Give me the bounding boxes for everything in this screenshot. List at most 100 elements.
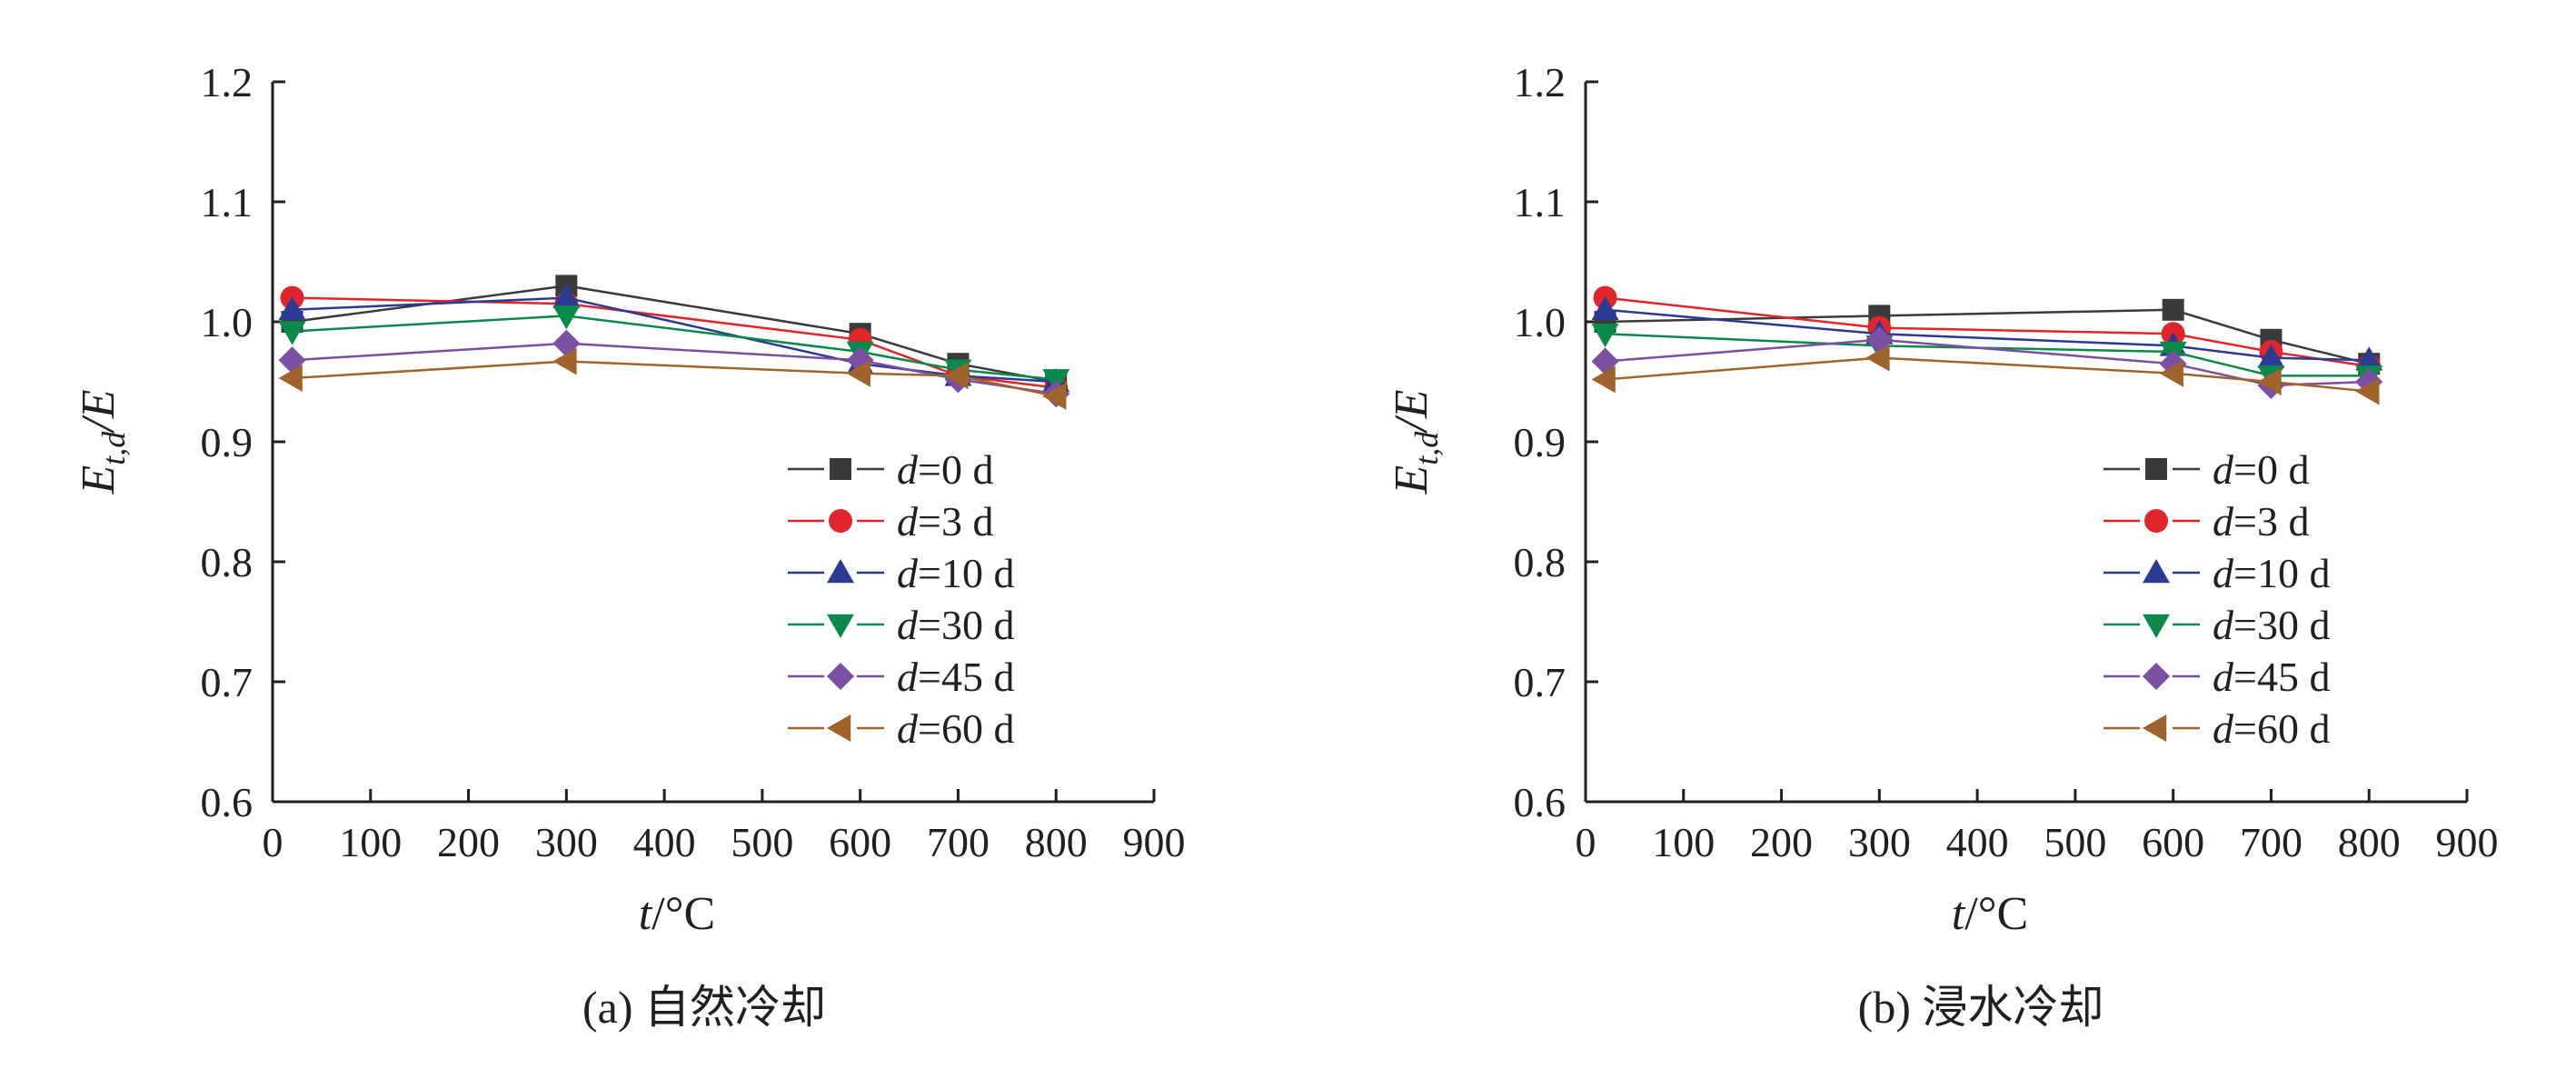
- data-point: [2355, 346, 2383, 371]
- legend-entry: d=3 d: [788, 498, 993, 544]
- x-axis-label-var: t: [1952, 888, 1966, 940]
- y-axis-label-tail: /E: [1386, 390, 1437, 435]
- y-axis-label-main: E: [73, 465, 124, 495]
- legend-marker: [827, 559, 854, 584]
- y-tick-label: 0.6: [1514, 779, 1566, 825]
- legend-entry: d=30 d: [2104, 602, 2330, 648]
- x-tick-label: 0: [1576, 819, 1596, 865]
- data-point: [552, 305, 581, 330]
- legend-label-var: d: [897, 654, 919, 700]
- x-tick-label: 600: [829, 819, 891, 865]
- legend-label-var: d: [2213, 705, 2234, 752]
- x-tick-label: 900: [1123, 819, 1186, 865]
- x-tick-label: 700: [927, 819, 990, 865]
- y-axis-label-tail: /E: [73, 390, 124, 435]
- data-point: [944, 362, 969, 390]
- legend-entry: d=10 d: [788, 550, 1014, 596]
- x-tick-label: 200: [1750, 819, 1813, 865]
- legend-entry: d=45 d: [788, 654, 1014, 700]
- x-axis-label: t/°C: [639, 888, 715, 940]
- legend-label: d=60 d: [2213, 705, 2330, 752]
- x-tick-label: 300: [1848, 819, 1911, 865]
- legend-marker: [827, 614, 854, 638]
- data-point: [552, 284, 581, 308]
- y-tick-label: 1.0: [1514, 299, 1566, 345]
- legend-label: d=45 d: [2213, 654, 2330, 700]
- x-tick-label: 100: [1652, 819, 1715, 865]
- data-point: [1042, 382, 1067, 410]
- legend-entry: d=10 d: [2104, 550, 2330, 596]
- legend-entry: d=60 d: [2104, 705, 2330, 752]
- data-point: [1591, 323, 1619, 348]
- legend-label-rest: =30 d: [2233, 602, 2330, 648]
- data-point: [2159, 359, 2183, 387]
- legend-label-var: d: [2213, 654, 2234, 700]
- x-tick-label: 900: [2436, 819, 2499, 865]
- y-tick-label: 0.8: [201, 539, 254, 585]
- y-tick-label: 0.6: [201, 779, 254, 825]
- data-point: [1591, 295, 1619, 321]
- y-axis-label-main: E: [1386, 465, 1437, 495]
- x-tick-label: 800: [1025, 819, 1088, 865]
- y-axis-label-sub: t,d: [1408, 431, 1445, 465]
- legend-label-rest: =45 d: [2233, 654, 2330, 700]
- legend-label-var: d: [897, 602, 919, 648]
- y-tick-label: 1.1: [1514, 179, 1566, 225]
- legend-entry: d=0 d: [788, 446, 993, 493]
- legend-label: d=3 d: [897, 498, 993, 544]
- legend-label-rest: =60 d: [918, 705, 1014, 752]
- legend-label-var: d: [897, 446, 919, 493]
- legend-entry: d=3 d: [2104, 498, 2309, 544]
- legend-label-var: d: [2213, 550, 2234, 596]
- y-tick-label: 1.0: [201, 299, 254, 345]
- y-tick-label: 1.2: [201, 59, 254, 105]
- x-tick-label: 400: [1946, 819, 2009, 865]
- data-point: [2257, 368, 2282, 395]
- data-point: [2355, 377, 2380, 405]
- x-tick-label: 600: [2142, 819, 2204, 865]
- legend-label: d=30 d: [2213, 602, 2330, 648]
- y-axis-label-sub: t,d: [95, 431, 132, 465]
- series-d-60-d: [278, 347, 1067, 410]
- x-tick-label: 300: [535, 819, 598, 865]
- data-point: [278, 321, 306, 345]
- data-point: [2162, 298, 2184, 321]
- legend-label-var: d: [2213, 602, 2234, 648]
- data-point: [278, 295, 306, 321]
- x-tick-label: 800: [2338, 819, 2401, 865]
- data-point: [2257, 344, 2285, 368]
- x-tick-label: 0: [263, 819, 283, 865]
- x-tick-label: 700: [2240, 819, 2302, 865]
- legend-label-rest: =45 d: [918, 654, 1014, 700]
- y-tick-label: 0.7: [201, 659, 254, 705]
- legend-label: d=0 d: [2213, 446, 2309, 493]
- legend-marker: [827, 714, 851, 742]
- series-d-60-d: [1591, 344, 2380, 405]
- panel-caption: (b) 浸水冷却: [1858, 982, 2104, 1033]
- data-point: [1591, 365, 1616, 394]
- y-tick-label: 0.8: [1514, 539, 1566, 585]
- data-point: [552, 347, 577, 375]
- data-point: [846, 359, 870, 387]
- legend-label-rest: =60 d: [2233, 705, 2330, 752]
- legend-marker: [2143, 714, 2167, 742]
- x-tick-label: 100: [339, 819, 402, 865]
- legend-label-var: d: [897, 705, 919, 752]
- x-tick-label: 500: [2044, 819, 2106, 865]
- x-tick-label: 200: [437, 819, 500, 865]
- data-point: [278, 365, 303, 393]
- legend-marker: [2143, 663, 2170, 690]
- panel-caption: (a) 自然冷却: [582, 982, 826, 1033]
- legend-label-var: d: [2213, 446, 2234, 493]
- y-tick-label: 1.2: [1514, 59, 1566, 105]
- legend-label-rest: =0 d: [2233, 446, 2309, 493]
- legend-marker: [2143, 614, 2170, 638]
- x-axis-label-unit: /°C: [651, 888, 715, 940]
- y-tick-label: 0.9: [201, 419, 254, 465]
- legend-label: d=60 d: [897, 705, 1014, 752]
- data-point: [1865, 344, 1890, 372]
- legend-label-rest: =30 d: [918, 602, 1014, 648]
- x-axis-label-unit: /°C: [1964, 888, 2028, 940]
- legend-label-var: d: [2213, 498, 2234, 544]
